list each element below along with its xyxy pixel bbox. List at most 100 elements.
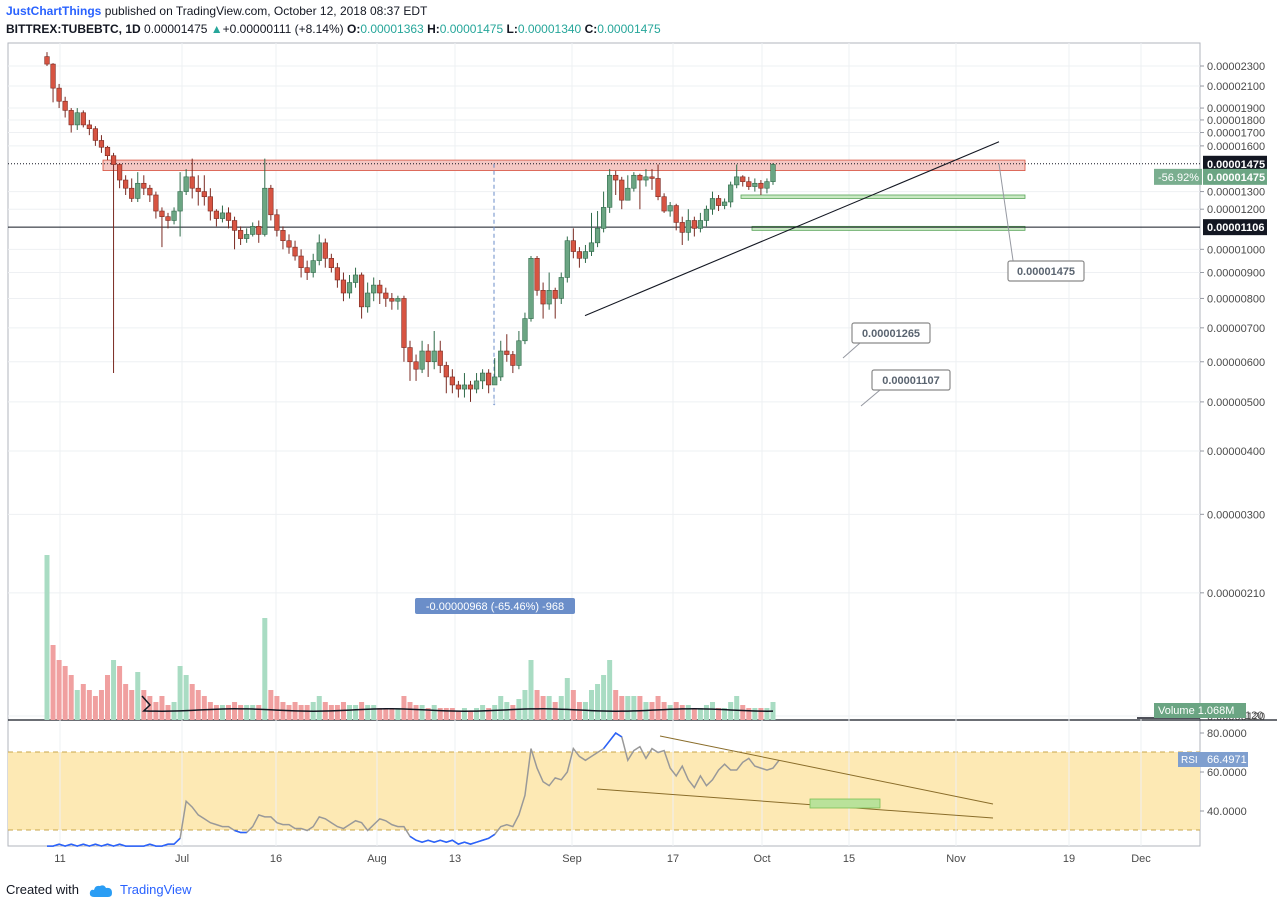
rsi-label-bg [1178,752,1248,767]
candle-body [437,350,443,366]
tradingview-brand-link[interactable]: TradingView [120,882,192,897]
volume-bar [673,702,679,720]
callout-price-2: 0.00001265 [862,328,920,340]
candle-body [56,87,62,102]
volume-bar [141,690,147,720]
price-tick-label: 0.00001800 [1207,115,1265,127]
candle-body [637,174,643,181]
volume-bar [522,690,528,720]
candle-body [195,187,201,192]
volume-bar [685,705,691,720]
candle-body [189,176,195,189]
volume-bar [98,690,104,720]
candle-body [316,242,322,261]
volume-bar [316,696,322,720]
candle-body [129,187,135,199]
volume-bar [740,705,746,720]
candle-body [92,128,98,141]
callout-price-3: 0.00001107 [882,375,940,387]
symbol-name[interactable]: BITTREX:TUBEBTC, 1D [6,22,141,36]
candle-body [425,350,431,363]
volume-bar [449,708,455,720]
volume-bar [716,708,722,720]
candle-body [123,179,129,189]
volume-bar [262,618,268,720]
volume-bar [728,702,734,720]
volume-bar [546,696,552,720]
trendline [584,141,1000,317]
volume-bar [129,690,135,720]
candle-body [619,179,625,201]
candle-body [322,242,328,259]
volume-bar [703,705,709,720]
candle-body [752,182,758,187]
volume-bar [189,684,195,720]
candle-body [274,214,280,231]
volume-bar [461,708,467,720]
volume-bar [691,708,697,720]
candle-body [280,230,286,241]
rsi-extreme-line [603,731,623,750]
rsi-tick-label: 80.0000 [1207,728,1247,740]
candle-body [346,282,353,294]
high-label: H: [427,22,440,36]
volume-bar [226,705,231,720]
volume-bar [377,708,383,720]
volume-bar [117,666,123,720]
candle-body [407,347,413,363]
candle-body [310,260,316,273]
candle-body [183,176,189,192]
candle-body [697,220,703,229]
candle-body [80,112,86,126]
candle-body [419,350,425,370]
close-value: 0.00001475 [597,22,661,36]
volume-bar [607,660,613,720]
candle-body [286,240,292,248]
volume-bar [558,696,564,720]
candle-body [582,251,589,259]
candle-body [231,220,238,231]
candle-body [631,174,637,189]
time-tick-label: Dec [1131,853,1151,865]
volume-bar [123,684,129,720]
symbol-legend: BITTREX:TUBEBTC, 1D 0.00001475 ▲+0.00000… [6,22,661,36]
rsi-label: RSI [1181,755,1198,766]
candle-body [715,198,722,206]
support-zone-upper [740,194,1026,199]
publish-info: JustChartThings published on TradingView… [6,4,427,18]
volume-bar [56,660,62,720]
candle-body [98,140,105,148]
candle-body [498,350,504,378]
candle-body [213,210,220,219]
candle-body [564,240,570,278]
candle-body [504,350,510,355]
volume-bar [697,708,703,720]
candle-body [479,372,486,382]
volume-bar [504,702,510,720]
rsi-highlight-box [809,798,881,809]
callout-price-2-pointer [842,342,861,359]
volume-bar [613,690,619,720]
volume-bar [177,666,183,720]
volume-bar [353,705,359,720]
candle-body [540,290,546,305]
volume-bar [576,702,582,720]
low-value: 0.00001340 [517,22,582,36]
time-tick-label: 13 [449,853,461,865]
volume-bar [710,702,715,720]
candle-body [721,201,728,206]
candle-body [709,198,716,210]
volume-bar [637,696,643,720]
volume-bar [413,705,419,720]
volume-bar [625,696,631,720]
price-tick-label: 0.00001200 [1207,204,1265,216]
time-tick-label: 15 [843,853,855,865]
time-tick-label: Nov [946,853,966,865]
callout-price-1: 0.00001475 [1017,266,1075,278]
rsi-extreme-line [234,829,247,834]
volume-bar [764,708,770,720]
candle-body [365,292,371,308]
author-link[interactable]: JustChartThings [6,4,102,18]
candle-body [401,298,407,348]
